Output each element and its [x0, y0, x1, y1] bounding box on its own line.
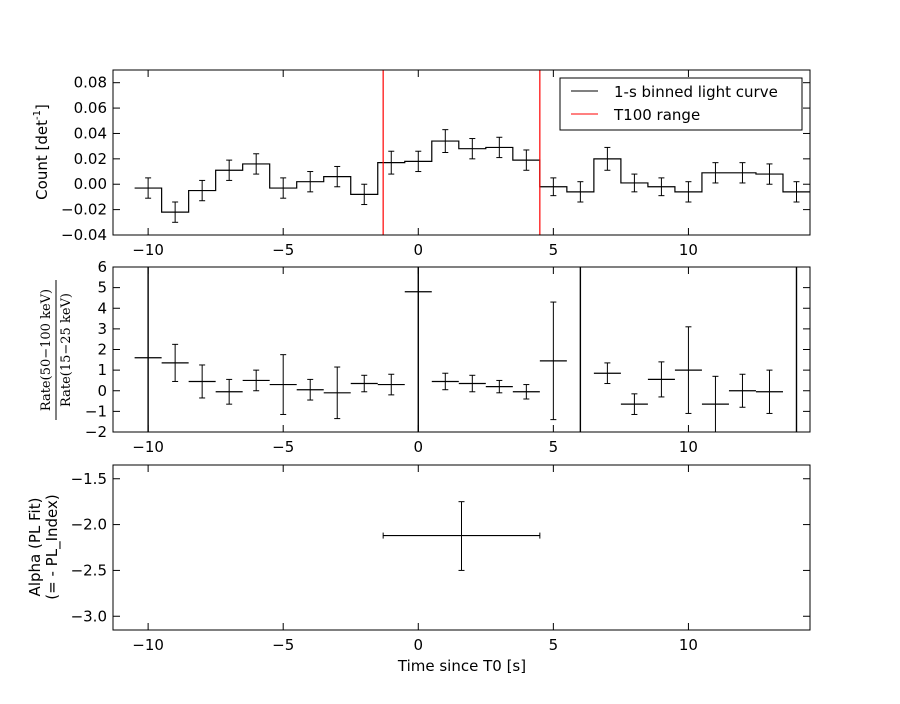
y-tick-label: −2 [85, 423, 107, 441]
alpha-ylabel: Alpha (PL Fit) (= - PL_Index) [26, 494, 62, 599]
y-tick-label: 0.08 [74, 74, 107, 92]
x-tick-label: 0 [414, 636, 424, 654]
legend: 1-s binned light curve T100 range [559, 77, 803, 131]
y-tick-label: −0.04 [61, 226, 107, 244]
hardness-ratio-ylabel-denominator: Rate(15−25 keV) [59, 293, 74, 407]
light-curve-frame [112, 69, 811, 236]
alpha-ticks: −10 −5 0 5 10 −3.0 −2.5 −2.0 −1.5 [71, 465, 810, 654]
alpha-marks [382, 501, 541, 571]
x-tick-label: 10 [679, 636, 698, 654]
x-tick-label: 5 [549, 241, 559, 259]
x-axis-label: Time since T0 [s] [397, 657, 526, 675]
x-tick-label: −10 [132, 438, 164, 456]
hardness-ratio-ylabel-numerator: Rate(50−100 keV) [39, 289, 54, 411]
x-tick-label: −5 [272, 636, 294, 654]
light-curve-panel: −10 −5 0 5 10−0.04−0.020.000.020.040.060.08 … [32, 69, 811, 259]
y-tick-label: 5 [97, 279, 107, 297]
x-tick-label: 5 [549, 636, 559, 654]
alpha-panel: −10 −5 0 5 10 −3.0 −2.5 −2.0 −1.5 Alpha (PL Fit)… [26, 464, 811, 675]
x-tick-label: 5 [549, 438, 559, 456]
x-tick-label: −5 [272, 438, 294, 456]
light-curve-ylabel-end: ] [33, 104, 51, 110]
light-curve-ylabel-sup: -1 [32, 110, 43, 120]
legend-label-light-curve: 1-s binned light curve [614, 83, 778, 101]
light-curve-ylabel-main: Count [det [33, 120, 51, 200]
y-tick-label: 0.04 [74, 124, 107, 142]
hardness-ratio-frame [112, 266, 811, 433]
hardness-ratio-marks [134, 267, 798, 432]
alpha-frame [112, 464, 811, 631]
light-curve-marks [134, 70, 810, 235]
y-tick-label: 1 [97, 361, 107, 379]
alpha-ylabel-line2: (= - PL_Index) [43, 494, 62, 599]
y-tick-label: −3.0 [71, 607, 107, 625]
legend-label-t100: T100 range [613, 106, 700, 124]
x-tick-label: −5 [272, 241, 294, 259]
x-tick-label: −10 [132, 636, 164, 654]
y-tick-label: −2.5 [71, 561, 107, 579]
y-tick-label: 0.06 [74, 99, 107, 117]
light-curve-ticks: −10 −5 0 5 10 −0.04 −0.02 0.00 0.02 0.04 0.06 0.08 [61, 70, 810, 259]
x-tick-label: −10 [132, 241, 164, 259]
x-tick-label: 10 [679, 241, 698, 259]
y-tick-label: 0.02 [74, 150, 107, 168]
y-tick-label: −2.0 [71, 516, 107, 534]
y-tick-label: 2 [97, 341, 107, 359]
y-tick-label: 3 [97, 320, 107, 338]
light-curve-ylabel: Count [det-1] [32, 104, 51, 200]
y-tick-label: 6 [97, 258, 107, 276]
y-tick-label: 0.00 [74, 175, 107, 193]
y-tick-label: 0 [97, 382, 107, 400]
x-tick-label: 10 [679, 438, 698, 456]
x-tick-label: 0 [414, 241, 424, 259]
light-curve-step-line [134, 140, 810, 213]
y-tick-label: −0.02 [61, 201, 107, 219]
y-tick-label: −1 [85, 402, 107, 420]
legend-box [559, 77, 803, 131]
y-tick-label: −1.5 [71, 470, 107, 488]
hardness-ratio-ylabel: Rate(50−100 keV) Rate(15−25 keV) [39, 280, 74, 420]
alpha-ylabel-line1: Alpha (PL Fit) [26, 498, 44, 597]
x-tick-label: 0 [414, 438, 424, 456]
y-tick-label: 4 [97, 299, 107, 317]
